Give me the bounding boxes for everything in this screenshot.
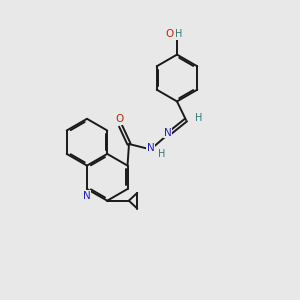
Text: N: N bbox=[147, 142, 154, 153]
Text: H: H bbox=[175, 29, 182, 39]
Text: O: O bbox=[115, 114, 123, 124]
Text: N: N bbox=[164, 128, 171, 138]
Text: H: H bbox=[195, 112, 202, 123]
Text: O: O bbox=[165, 29, 174, 39]
Text: H: H bbox=[158, 149, 166, 159]
Text: N: N bbox=[83, 190, 91, 201]
